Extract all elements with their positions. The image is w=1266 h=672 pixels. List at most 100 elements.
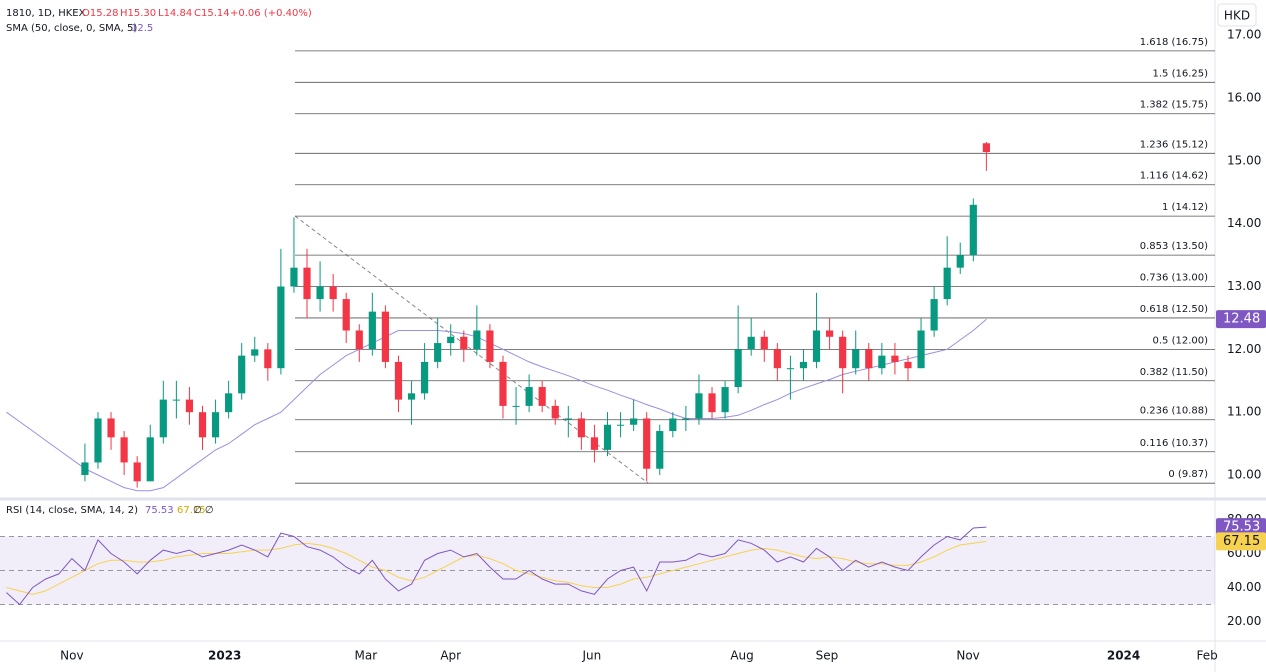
candle-body bbox=[525, 387, 533, 406]
x-tick-label: Feb bbox=[1197, 649, 1218, 663]
candle-body bbox=[891, 355, 899, 362]
candle-body bbox=[407, 393, 416, 400]
candle-body bbox=[747, 336, 755, 350]
candle-body bbox=[355, 330, 363, 350]
candle-body bbox=[799, 361, 808, 369]
fib-label: 0 (9.87) bbox=[1168, 469, 1208, 480]
y-tick-label: 17.00 bbox=[1227, 28, 1261, 42]
rsi-sma-legend-value: 67.15 bbox=[177, 505, 206, 516]
candle-body bbox=[225, 393, 233, 413]
candle-body bbox=[499, 361, 507, 406]
candle-body bbox=[721, 387, 729, 413]
fib-label: 0.5 (12.00) bbox=[1152, 335, 1208, 346]
fib-label: 0.853 (13.50) bbox=[1140, 241, 1208, 252]
fib-label: 1.618 (16.75) bbox=[1140, 37, 1208, 48]
price-pane bbox=[6, 142, 990, 492]
candle-body bbox=[512, 405, 520, 407]
fib-label: 0.736 (13.00) bbox=[1140, 273, 1208, 284]
currency-button[interactable] bbox=[1217, 3, 1257, 27]
candle-body bbox=[290, 267, 298, 287]
low: L14.84 bbox=[158, 8, 192, 19]
candle-body bbox=[917, 330, 925, 369]
sma-badge-bg bbox=[1216, 310, 1266, 329]
candle-body bbox=[381, 311, 389, 362]
x-tick-label: Sep bbox=[816, 649, 839, 663]
x-tick-label: Mar bbox=[354, 649, 377, 663]
candle-body bbox=[590, 437, 599, 450]
rsi-legend-value: 75.53 bbox=[145, 505, 174, 516]
sma-legend-value: 12.5 bbox=[131, 23, 153, 34]
candle-body bbox=[394, 361, 403, 400]
fib-label: 1.236 (15.12) bbox=[1140, 139, 1208, 150]
fib-label: 1 (14.12) bbox=[1162, 202, 1208, 213]
candle-body bbox=[564, 418, 572, 420]
candle-body bbox=[303, 267, 311, 300]
candle-body bbox=[956, 255, 964, 268]
rsi-sma-badge: 67.15 bbox=[1223, 534, 1260, 549]
plot-layer: 1.618 (16.75) 1.5 (16.25) 1.382 (15.75) 1.2… bbox=[0, 37, 1215, 606]
candle-body bbox=[852, 349, 860, 369]
candle-body bbox=[81, 462, 89, 476]
candle-body bbox=[904, 361, 912, 369]
candle-body bbox=[329, 286, 337, 300]
candle-body bbox=[669, 418, 677, 432]
y-tick-label: 14.00 bbox=[1227, 216, 1261, 230]
candle-body bbox=[630, 418, 638, 425]
candle-body bbox=[107, 418, 115, 438]
candle-body bbox=[616, 424, 625, 426]
candle-body bbox=[460, 336, 468, 350]
rsi-empty: ∅ ∅ bbox=[193, 505, 214, 516]
candle-body bbox=[577, 418, 585, 438]
fib-label: 0.618 (12.50) bbox=[1140, 304, 1208, 315]
candle-body bbox=[656, 431, 664, 469]
rsi-sma-line bbox=[6, 540, 987, 595]
open: O15.28 bbox=[82, 8, 119, 19]
sma-badge: 12.48 bbox=[1223, 312, 1260, 327]
currency[interactable]: HKD bbox=[1224, 9, 1250, 23]
y-tick-label: 10.00 bbox=[1227, 468, 1261, 482]
y-tick-label: 12.00 bbox=[1227, 342, 1261, 356]
rsi-legend: RSI (14, close, SMA, 14, 2) bbox=[6, 505, 138, 516]
candle-body bbox=[786, 368, 794, 370]
fib-label: 0.236 (10.88) bbox=[1140, 406, 1208, 417]
candle-body bbox=[159, 399, 167, 438]
high: H15.30 bbox=[120, 8, 156, 19]
candle-body bbox=[342, 299, 350, 331]
y-tick-label: 15.00 bbox=[1227, 153, 1261, 167]
candle-body bbox=[198, 412, 207, 438]
symbol: 1810, 1D, HKEX bbox=[6, 8, 86, 19]
candle-body bbox=[812, 330, 821, 362]
candle-body bbox=[682, 418, 690, 420]
candle-body bbox=[94, 418, 102, 463]
fib-label: 1.5 (16.25) bbox=[1152, 68, 1208, 79]
candle-body bbox=[316, 286, 324, 300]
sma-line bbox=[6, 318, 987, 492]
fib-label: 1.116 (14.62) bbox=[1140, 171, 1208, 182]
candle-body bbox=[368, 311, 376, 350]
x-tick-label: Aug bbox=[730, 649, 753, 663]
candle-body bbox=[486, 330, 494, 362]
candle-body bbox=[760, 336, 768, 350]
candle-body bbox=[133, 462, 141, 482]
x-tick-label: 2023 bbox=[208, 649, 241, 663]
candle-body bbox=[773, 349, 781, 369]
candle-body bbox=[473, 330, 481, 350]
change: +0.06 (+0.40%) bbox=[230, 8, 312, 19]
candle-body bbox=[643, 418, 651, 469]
fib-trend-line bbox=[294, 215, 649, 484]
candle-body bbox=[277, 286, 285, 369]
candle-body bbox=[734, 349, 742, 388]
candle-body bbox=[969, 204, 977, 256]
sma-legend: SMA (50, close, 0, SMA, 5) bbox=[6, 23, 137, 34]
candle-body bbox=[211, 412, 220, 438]
candle-body bbox=[538, 387, 546, 406]
x-tick-label: Nov bbox=[60, 649, 83, 663]
candle-body bbox=[943, 267, 951, 300]
rsi-line bbox=[6, 526, 987, 606]
candle-body bbox=[982, 143, 990, 153]
fib-label: 0.382 (11.50) bbox=[1140, 367, 1208, 378]
y-tick-label: 16.00 bbox=[1227, 91, 1261, 105]
y-tick-label: 11.00 bbox=[1227, 405, 1261, 419]
candle-body bbox=[172, 399, 180, 401]
